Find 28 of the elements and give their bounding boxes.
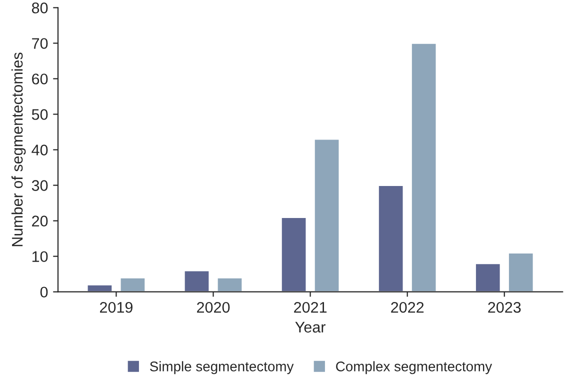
bar [508,252,534,292]
y-tick-label: 10 [32,251,48,262]
bar [378,184,404,292]
bar [86,284,114,292]
x-tick-label: 2023 [488,302,521,313]
y-tick-label: 30 [32,180,48,191]
y-tick-label: 20 [32,216,48,226]
y-tick-label: 0 [40,286,48,298]
bar [410,42,438,292]
bar [119,276,146,292]
legend-label: Complex segmentectomy [336,361,492,374]
y-tick-label: 80 [32,2,48,14]
x-axis-title: Year [295,322,326,333]
y-tick-label: 50 [32,109,48,120]
y-tick-label: 60 [32,74,48,84]
bar [216,276,244,292]
x-tick-label: 2021 [294,302,327,313]
y-tick-label: 40 [32,144,48,156]
bar [183,270,210,292]
x-tick-label: 2022 [391,302,424,313]
bar [313,138,340,292]
x-tick-label: 2020 [197,302,230,313]
y-axis-title: Number of segmentectomies [11,52,26,246]
legend-label: Simple segmentectomy [150,361,294,374]
y-tick-label: 70 [32,38,48,49]
bar [280,216,308,292]
x-tick-label: 2019 [100,302,132,313]
bar [474,262,502,292]
